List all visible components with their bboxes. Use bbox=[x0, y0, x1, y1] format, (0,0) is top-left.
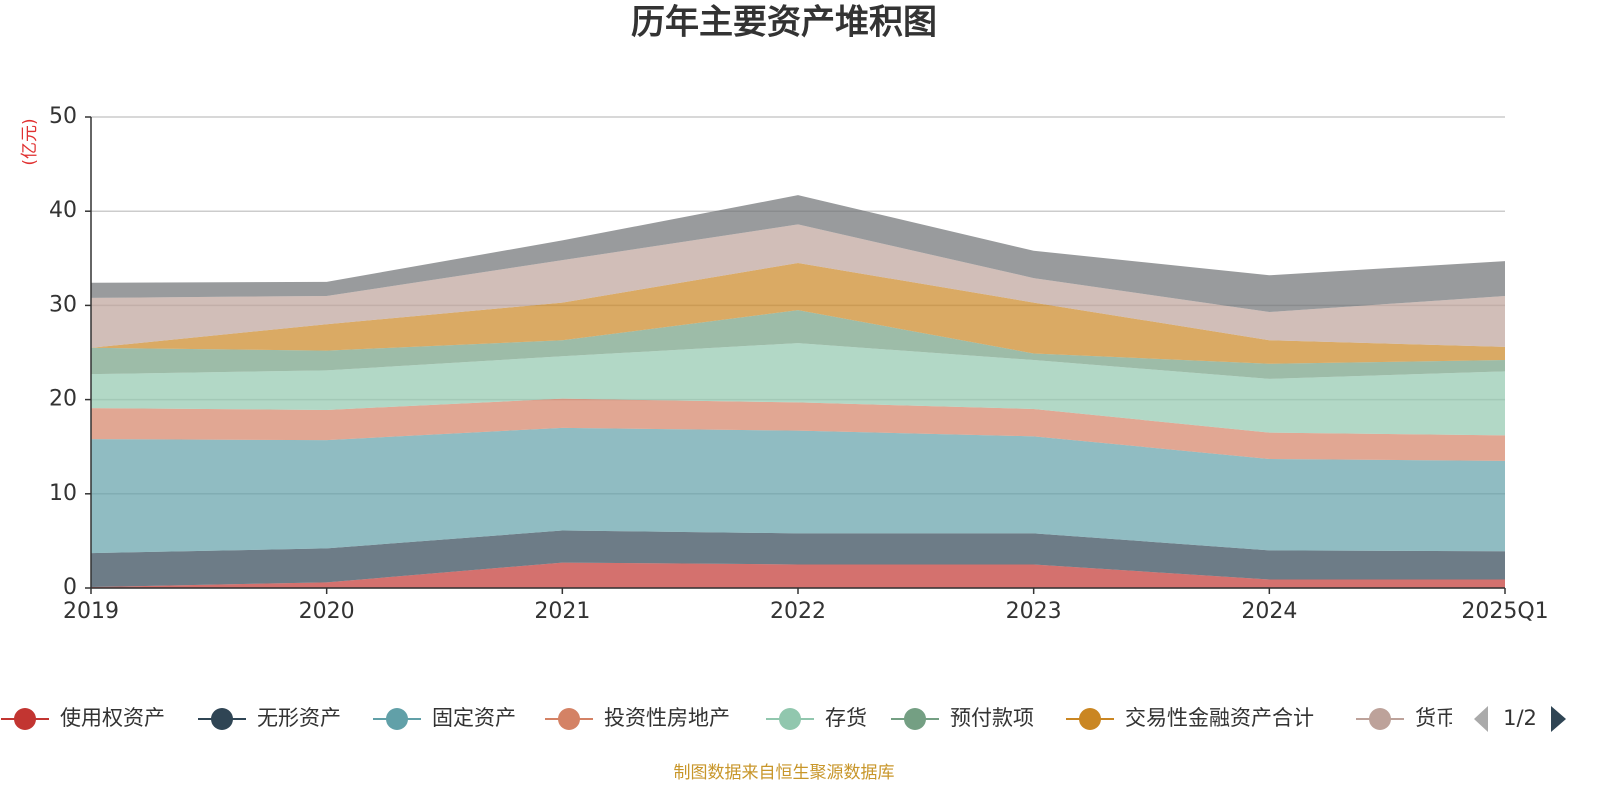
y-tick-label: 40 bbox=[49, 198, 77, 223]
legend-label: 使用权资产 bbox=[60, 706, 165, 730]
legend-marker bbox=[14, 708, 36, 730]
legend-label: 无形资产 bbox=[257, 706, 341, 730]
area bbox=[91, 562, 1505, 588]
area bbox=[91, 530, 1505, 588]
legend-marker bbox=[1369, 708, 1391, 730]
legend-label: 货币资金 bbox=[1415, 706, 1499, 730]
y-tick-label: 20 bbox=[49, 387, 77, 412]
y-tick-label: 50 bbox=[49, 104, 77, 129]
legend-marker bbox=[1079, 708, 1101, 730]
legend-marker bbox=[558, 708, 580, 730]
y-tick-label: 30 bbox=[49, 292, 77, 317]
area bbox=[91, 343, 1505, 436]
area bbox=[91, 263, 1505, 364]
y-axis-label: (亿元) bbox=[20, 118, 40, 165]
x-tick-label: 2022 bbox=[770, 599, 826, 624]
x-tick-label: 2024 bbox=[1241, 599, 1297, 624]
area bbox=[91, 398, 1505, 461]
legend-label: 投资性房地产 bbox=[604, 706, 730, 730]
x-tick-label: 2023 bbox=[1006, 599, 1062, 624]
legend-label: 交易性金融资产合计 bbox=[1125, 706, 1314, 730]
area bbox=[91, 427, 1505, 554]
legend-prev[interactable] bbox=[1474, 706, 1488, 732]
legend-label: 固定资产 bbox=[432, 706, 516, 730]
plot-area: 0 10 20 30 40 50 2019 2020 2021 2022 2023 2024 2025Q… bbox=[49, 104, 1549, 624]
source-note: 制图数据来自恒生聚源数据库 bbox=[674, 763, 895, 783]
y-tick-label: 0 bbox=[63, 575, 77, 600]
y-tick-label: 10 bbox=[49, 481, 77, 506]
legend-marker bbox=[211, 708, 233, 730]
legend-marker bbox=[904, 708, 926, 730]
chart-title: 历年主要资产堆积图 bbox=[631, 3, 937, 43]
area bbox=[91, 224, 1505, 348]
legend-label: 存货 bbox=[825, 706, 867, 730]
legend-page: 1/2 bbox=[1503, 706, 1537, 730]
legend-next[interactable] bbox=[1551, 706, 1566, 732]
legend-marker bbox=[386, 708, 408, 730]
x-tick-label: 2019 bbox=[63, 599, 119, 624]
x-tick-label: 2025Q1 bbox=[1461, 599, 1548, 624]
x-tick-label: 2020 bbox=[299, 599, 355, 624]
legend: 使用权资产 无形资产 固定资产 投资性房地产 存货 预付款项 交易性金融资产合计 货币资金 bbox=[1, 706, 1499, 730]
area bbox=[91, 310, 1505, 379]
area bbox=[91, 195, 1505, 312]
legend-marker bbox=[779, 708, 801, 730]
x-tick-label: 2021 bbox=[534, 599, 590, 624]
legend-label: 预付款项 bbox=[950, 706, 1034, 730]
